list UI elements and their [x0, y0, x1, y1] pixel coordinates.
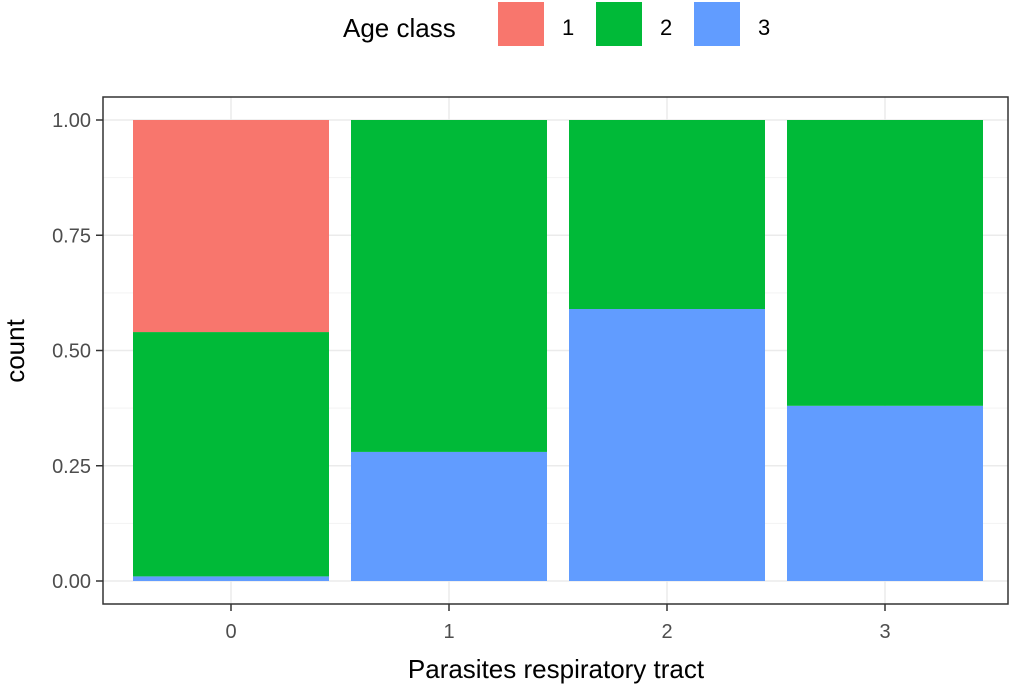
y-tick-label: 0.75 — [52, 225, 91, 247]
legend-swatch-age2 — [596, 2, 642, 46]
legend-swatch-age1 — [498, 2, 544, 46]
bar-cat0-age3 — [133, 576, 329, 581]
bar-cat2-age2 — [569, 120, 765, 310]
y-tick-label: 0.25 — [52, 456, 91, 478]
legend-title: Age class — [343, 13, 456, 43]
bar-cat3-age2 — [787, 120, 983, 406]
bar-cat1-age3 — [351, 451, 547, 581]
bar-cat0-age1 — [133, 120, 329, 333]
legend-swatch-age3 — [694, 2, 740, 46]
x-tick-label: 3 — [879, 621, 890, 643]
bars — [133, 120, 983, 581]
legend-label-age2: 2 — [660, 15, 672, 40]
y-tick-label: 1.00 — [52, 110, 91, 132]
x-tick-label: 2 — [661, 621, 672, 643]
bar-cat0-age2 — [133, 332, 329, 577]
y-tick-label: 0.00 — [52, 571, 91, 593]
y-tick-label: 0.50 — [52, 341, 91, 363]
x-axis-title: Parasites respiratory tract — [408, 654, 705, 684]
legend-label-age3: 3 — [758, 15, 770, 40]
x-axis: 0 1 2 3 — [225, 604, 891, 643]
y-axis: 0.00 0.25 0.50 0.75 1.00 — [52, 110, 103, 593]
y-axis-title: count — [0, 318, 30, 382]
bar-cat2-age3 — [569, 309, 765, 581]
x-tick-label: 1 — [443, 621, 454, 643]
bar-cat1-age2 — [351, 120, 547, 452]
legend: Age class 1 2 3 — [343, 2, 770, 46]
x-tick-label: 0 — [225, 621, 236, 643]
bar-cat3-age3 — [787, 405, 983, 581]
legend-label-age1: 1 — [562, 15, 574, 40]
